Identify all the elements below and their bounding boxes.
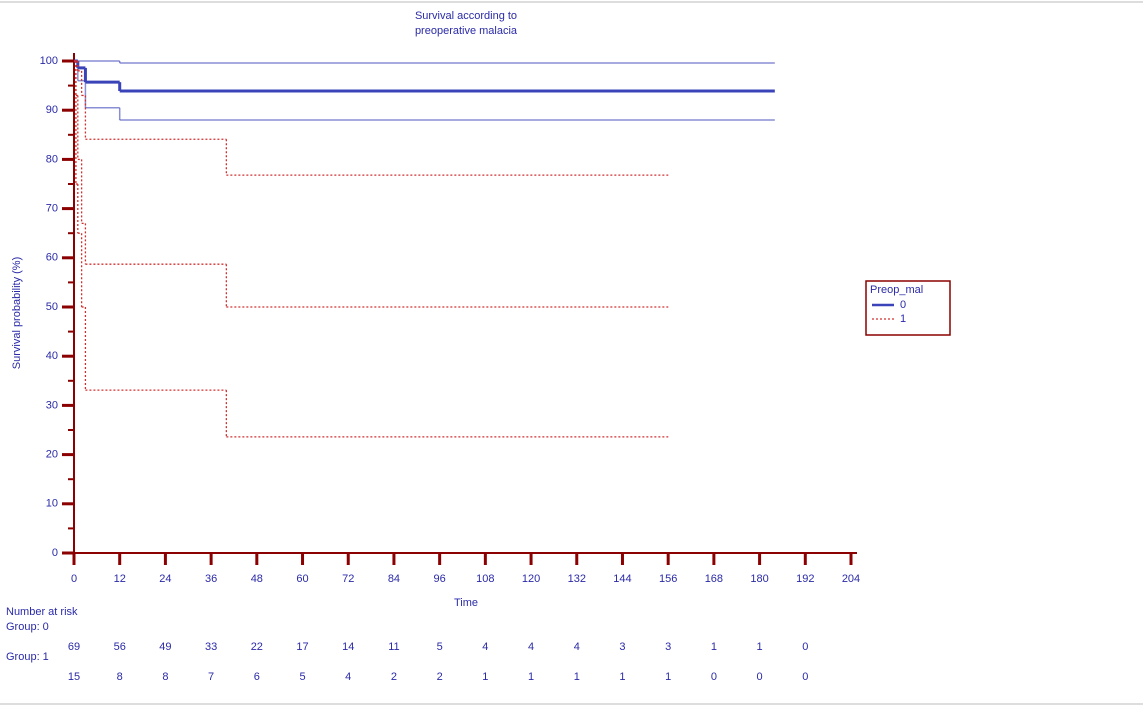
risk-count: 2: [391, 671, 397, 683]
y-tick-label: 40: [46, 350, 58, 362]
risk-count: 1: [757, 641, 763, 653]
risk-count: 1: [711, 641, 717, 653]
x-tick-label: 156: [659, 573, 677, 585]
risk-count: 11: [388, 641, 399, 653]
risk-count: 1: [528, 671, 534, 683]
x-tick-label: 132: [568, 573, 586, 585]
risk-count: 1: [665, 671, 671, 683]
x-tick-label: 144: [613, 573, 631, 585]
x-tick-label: 12: [114, 573, 126, 585]
risk-count: 0: [802, 671, 808, 683]
legend-label: 0: [900, 299, 906, 311]
x-tick-label: 84: [388, 573, 400, 585]
risk-count: 33: [205, 641, 217, 653]
risk-count: 4: [482, 641, 488, 653]
risk-count: 8: [117, 671, 123, 683]
y-tick-label: 90: [46, 104, 58, 116]
x-tick-label: 168: [705, 573, 723, 585]
y-tick-label: 70: [46, 203, 58, 215]
x-tick-label: 36: [205, 573, 217, 585]
risk-count: 3: [619, 641, 625, 653]
y-tick-label: 0: [52, 547, 58, 559]
y-axis-label: Survival probability (%): [11, 257, 23, 369]
risk-count: 0: [711, 671, 717, 683]
risk-count: 2: [437, 671, 443, 683]
risk-count: 7: [208, 671, 214, 683]
risk-group-label: Group: 1: [6, 651, 49, 663]
risk-count: 22: [251, 641, 263, 653]
risk-count: 4: [345, 671, 351, 683]
risk-title: Number at risk: [6, 606, 78, 618]
x-tick-label: 0: [71, 573, 77, 585]
risk-count: 69: [68, 641, 80, 653]
risk-count: 1: [619, 671, 625, 683]
legend-title: Preop_mal: [870, 284, 923, 296]
risk-group-label: Group: 0: [6, 621, 49, 633]
y-tick-label: 20: [46, 449, 58, 461]
risk-count: 1: [574, 671, 580, 683]
x-tick-label: 48: [251, 573, 263, 585]
x-tick-label: 204: [842, 573, 860, 585]
y-tick-label: 30: [46, 399, 58, 411]
risk-count: 5: [299, 671, 305, 683]
risk-count: 14: [342, 641, 354, 653]
risk-count: 4: [574, 641, 580, 653]
risk-count: 56: [114, 641, 126, 653]
x-axis-label: Time: [454, 597, 478, 609]
y-tick-label: 10: [46, 498, 58, 510]
chart-title: preoperative malacia: [415, 25, 518, 37]
y-tick-label: 50: [46, 301, 58, 313]
y-tick-label: 80: [46, 153, 58, 165]
chart-title: Survival according to: [415, 10, 517, 22]
x-tick-label: 192: [796, 573, 814, 585]
y-tick-label: 60: [46, 252, 58, 264]
x-tick-label: 96: [434, 573, 446, 585]
risk-count: 5: [437, 641, 443, 653]
risk-count: 49: [159, 641, 171, 653]
x-tick-label: 72: [342, 573, 354, 585]
x-tick-label: 120: [522, 573, 540, 585]
x-tick-label: 24: [159, 573, 171, 585]
risk-count: 4: [528, 641, 534, 653]
risk-count: 3: [665, 641, 671, 653]
risk-count: 17: [296, 641, 308, 653]
legend-box: [865, 280, 951, 336]
risk-count: 0: [802, 641, 808, 653]
risk-count: 1: [482, 671, 488, 683]
risk-count: 15: [68, 671, 80, 683]
legend-label: 1: [900, 313, 906, 325]
risk-count: 0: [757, 671, 763, 683]
risk-count: 8: [162, 671, 168, 683]
x-tick-label: 108: [476, 573, 494, 585]
x-tick-label: 60: [296, 573, 308, 585]
x-tick-label: 180: [750, 573, 768, 585]
risk-count: 6: [254, 671, 260, 683]
y-tick-label: 100: [40, 55, 58, 67]
